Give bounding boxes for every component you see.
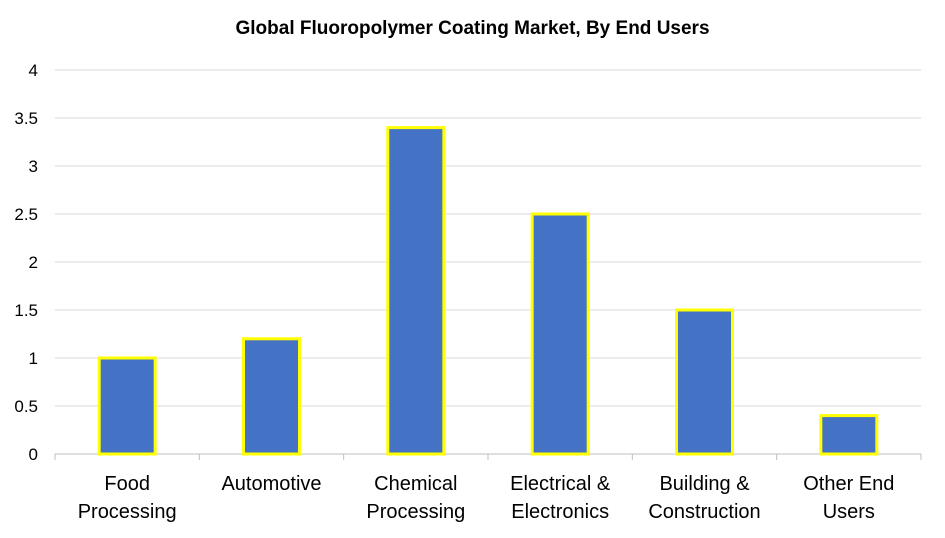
y-tick-label: 0 (29, 445, 38, 464)
category-label-line: Users (823, 501, 875, 523)
y-tick-label: 4 (29, 61, 38, 80)
category-label-line: Other End (803, 473, 894, 495)
category-label-line: Building & (659, 473, 750, 495)
bars (97, 126, 879, 456)
category-label: Electrical & Electronics (510, 473, 611, 523)
category-label-line: Electronics (511, 501, 609, 523)
bar (386, 126, 446, 456)
y-tick-label: 2.5 (14, 205, 38, 224)
y-tick-label: 3 (29, 157, 38, 176)
bar (530, 212, 590, 456)
y-tick-label: 1.5 (14, 301, 38, 320)
category-label-line: Chemical (374, 473, 457, 495)
category-label: Automotive (221, 473, 321, 495)
category-label-line: Food (104, 473, 150, 495)
category-label: Food Processing (78, 473, 177, 523)
bar (97, 356, 157, 456)
category-label-line: Processing (366, 501, 465, 523)
y-tick-label: 1 (29, 349, 38, 368)
category-label-line: Processing (78, 501, 177, 523)
x-axis (54, 453, 922, 460)
category-label: Other End Users (803, 473, 894, 523)
y-tick-label: 0.5 (14, 397, 38, 416)
chart-title: Global Fluoropolymer Coating Market, By … (235, 18, 710, 39)
gridlines (55, 69, 921, 407)
bar (675, 308, 734, 456)
category-label: Chemical Processing (366, 473, 465, 523)
y-axis-tick-labels: 0 0.5 1 1.5 2 2.5 3 3.5 4 (14, 61, 38, 464)
y-tick-label: 2 (29, 253, 38, 272)
bar (819, 414, 879, 456)
category-label-line: Automotive (221, 473, 321, 495)
category-label-line: Electrical & (510, 473, 611, 495)
category-label-line: Construction (648, 501, 760, 523)
x-axis-category-labels: Food Processing Automotive Chemical Processi… (78, 473, 895, 523)
bar (242, 337, 301, 456)
y-tick-label: 3.5 (14, 109, 38, 128)
category-label: Building & Construction (648, 473, 760, 523)
